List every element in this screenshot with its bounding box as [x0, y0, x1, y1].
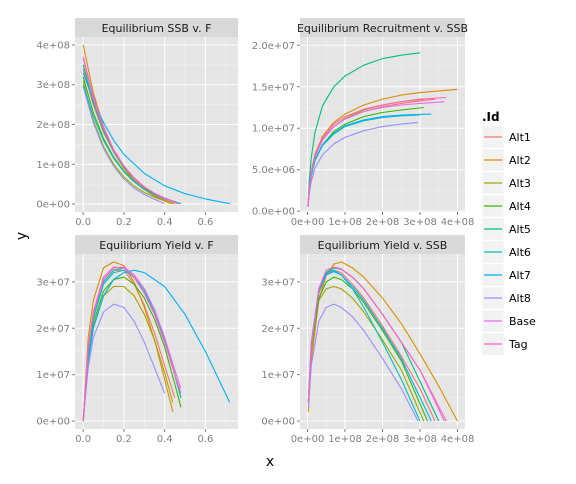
legend-label: Alt1	[509, 131, 531, 144]
legend-label: Tag	[508, 338, 528, 351]
x-tick-label: 0e+00	[291, 217, 325, 228]
series-group	[82, 44, 230, 205]
x-tick-label: 1e+08	[328, 217, 362, 228]
y-tick-label: 3e+07	[36, 277, 70, 288]
panels: Equilibrium SSB v. F0.0 0.2 0.4 0.60e+001e+…	[36, 18, 474, 445]
series-line-alt8	[82, 303, 166, 422]
panel-strip	[75, 235, 238, 254]
legend-item-alt1: Alt1	[481, 125, 531, 149]
y-tick-label: 1e+07	[261, 370, 295, 381]
x-tick-label: 0.2	[116, 217, 132, 228]
legend-label: Alt4	[509, 200, 531, 213]
legend-item-alt4: Alt4	[481, 194, 531, 218]
series-line-alt2	[82, 44, 172, 205]
panel-strip	[300, 18, 465, 37]
legend: .Id Alt1 Alt2 Alt3 Alt4 Alt5 Alt6 Alt7 Alt8 Base…	[481, 110, 536, 356]
legend-label: Alt7	[509, 269, 531, 282]
y-axis-title: y	[14, 232, 30, 240]
y-tick-label: 5.0e+06	[252, 165, 295, 176]
x-tick-label: 0.0	[75, 434, 91, 445]
x-axis-title: x	[266, 454, 274, 470]
panel-title: Equilibrium SSB v. F	[102, 22, 212, 35]
series-line-alt8	[82, 86, 165, 205]
series-line-tag	[82, 56, 178, 205]
series-line-tag	[307, 266, 447, 422]
x-tick-label: 0.0	[75, 217, 91, 228]
y-tick-label: 1e+07	[36, 370, 70, 381]
legend-label: Base	[509, 315, 536, 328]
x-tick-label: 0.4	[157, 217, 173, 228]
x-tick-label: 2e+08	[366, 434, 400, 445]
panel-strip	[75, 18, 238, 37]
panel-strip	[300, 235, 465, 254]
legend-item-tag: Tag	[481, 332, 528, 356]
panel-title: Equilibrium Yield v. SSB	[318, 239, 448, 252]
y-tick-label: 0e+00	[36, 417, 70, 428]
legend-label: Alt6	[509, 246, 531, 259]
panel-1: Equilibrium SSB v. F 0.0 0.2 0.4 0.6 0e+00 1e+…	[36, 18, 238, 228]
legend-item-alt2: Alt2	[481, 148, 531, 172]
y-tick-label: 3e+07	[261, 277, 295, 288]
x-tick-label: 3e+08	[403, 434, 437, 445]
y-tick-label: 1.5e+07	[252, 82, 295, 93]
series-line-alt3	[82, 80, 173, 205]
y-tick-label: 2e+07	[261, 324, 295, 335]
x-tick-label: 4e+08	[441, 217, 475, 228]
legend-item-alt5: Alt5	[481, 217, 531, 241]
series-line-alt2	[82, 261, 174, 422]
x-tick-label: 4e+08	[441, 434, 475, 445]
series-line-alt4	[307, 276, 429, 422]
series-line-alt5	[307, 52, 421, 207]
legend-item-alt6: Alt6	[481, 240, 531, 264]
series-group	[82, 261, 231, 422]
y-tick-label: 0.0e+00	[252, 207, 295, 218]
series-group	[307, 261, 458, 422]
legend-title: .Id	[482, 110, 500, 124]
x-tick-label: 0.2	[116, 434, 132, 445]
series-group	[307, 52, 458, 208]
x-tick-label: 3e+08	[403, 217, 437, 228]
series-line-alt6	[82, 269, 182, 422]
y-tick-label: 2e+07	[36, 324, 70, 335]
legend-label: Alt3	[509, 177, 531, 190]
x-tick-label: 0e+00	[291, 434, 325, 445]
y-tick-label: 3e+08	[36, 80, 70, 91]
y-tick-label: 4e+08	[36, 40, 70, 51]
x-tick-label: 0.6	[197, 434, 213, 445]
y-tick-label: 0e+00	[36, 200, 70, 211]
x-tick-label: 0.4	[157, 434, 173, 445]
series-line-alt4	[82, 276, 182, 422]
series-line-tag	[82, 266, 182, 422]
legend-label: Alt2	[509, 154, 531, 167]
y-tick-label: 1.0e+07	[252, 124, 295, 135]
series-line-tag	[307, 96, 447, 207]
y-tick-label: 2.0e+07	[252, 41, 295, 52]
legend-item-alt7: Alt7	[481, 263, 531, 287]
x-tick-label: 0.6	[197, 217, 213, 228]
x-tick-label: 2e+08	[366, 217, 400, 228]
legend-item-alt3: Alt3	[481, 171, 531, 195]
panel-3: Equilibrium Yield v. F 0.0 0.2 0.4 0.6 0e+00 1…	[36, 235, 238, 445]
series-line-alt8	[307, 121, 419, 208]
panel-2: Equilibrium Recruitment v. SSB 0e+00 1e+08…	[252, 18, 474, 228]
x-tick-label: 1e+08	[328, 434, 362, 445]
y-tick-label: 2e+08	[36, 120, 70, 131]
series-line-alt8	[307, 303, 419, 422]
panel-title: Equilibrium Recruitment v. SSB	[297, 22, 468, 35]
legend-item-alt8: Alt8	[481, 286, 531, 310]
y-tick-label: 0e+00	[261, 417, 295, 428]
legend-label: Alt8	[509, 292, 531, 305]
legend-label: Alt5	[509, 223, 531, 236]
y-tick-label: 1e+08	[36, 160, 70, 171]
legend-item-base: Base	[481, 309, 536, 333]
series-line-alt7	[82, 72, 230, 205]
panel-title: Equilibrium Yield v. F	[99, 239, 213, 252]
